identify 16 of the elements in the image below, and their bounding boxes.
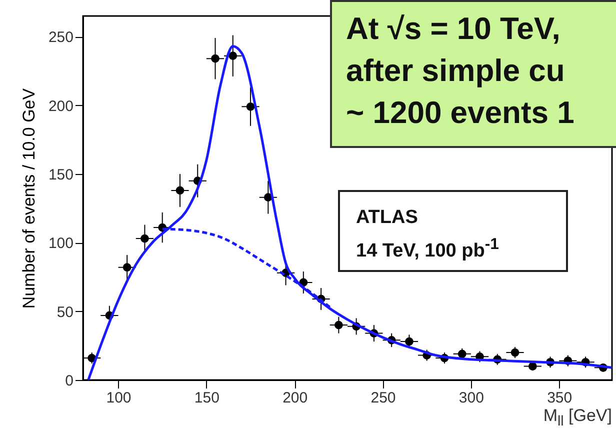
y-tick-label: 50 — [56, 304, 74, 321]
x-tick-label: 250 — [370, 390, 396, 406]
x-tick-label: 350 — [547, 390, 572, 406]
x-tick-label: 100 — [106, 390, 132, 406]
y-tick-label: 200 — [48, 98, 74, 115]
x-axis-title: M$_{ll}$ [GeV] — [543, 406, 612, 429]
x-tick-label: 150 — [194, 390, 220, 406]
note-box: ATLAS 14 TeV, 100 pb$^{-1}$ — [338, 190, 568, 272]
y-tick-label: 0 — [65, 372, 74, 390]
x-tick-label: 200 — [282, 390, 308, 406]
y-tick-label: 250 — [48, 29, 74, 46]
y-tick-label: 150 — [48, 166, 74, 184]
note-box: At √s = 10 TeV, after simple cu ~ 1200 events 1 — [330, 0, 616, 148]
y-tick-label: 100 — [48, 235, 74, 252]
y-axis-title: Number of events / 10.0 GeV — [19, 88, 38, 309]
x-tick-label: 300 — [458, 390, 484, 406]
